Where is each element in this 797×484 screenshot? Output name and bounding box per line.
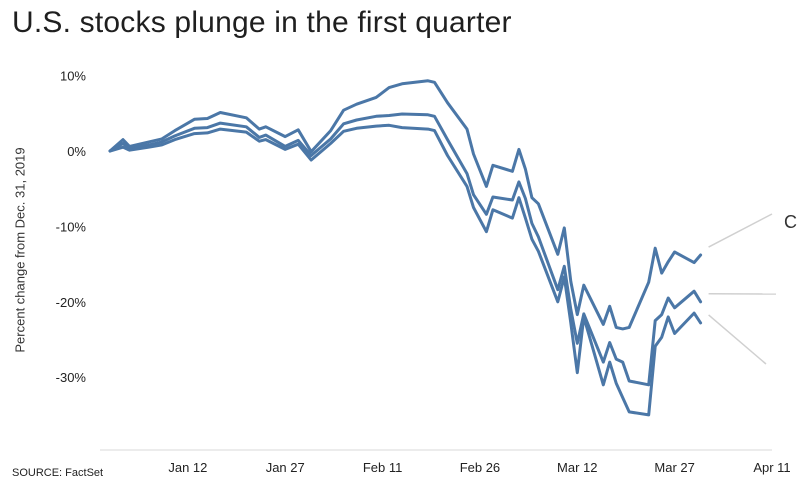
- series-line-3: [108, 123, 703, 417]
- leader-line: [708, 314, 767, 365]
- y-axis: 10% 0% -10% -20% -30%: [56, 69, 87, 386]
- x-axis: Jan 12 Jan 27 Feb 11 Feb 26 Mar 12 Mar 27 Apr …: [100, 449, 791, 475]
- y-tick-label: -20%: [56, 295, 87, 310]
- x-tick-label: Jan 12: [168, 460, 207, 475]
- series-lines: [108, 79, 703, 417]
- y-tick-label: -10%: [56, 219, 87, 234]
- series-label-partial: C: [784, 212, 797, 232]
- leader-line: [708, 213, 773, 248]
- leader-lines: C: [708, 212, 797, 365]
- y-tick-label: 10%: [60, 69, 86, 84]
- x-tick-label: Apr 11: [753, 460, 790, 475]
- source-note: SOURCE: FactSet: [12, 467, 104, 479]
- series-line-1: [108, 79, 703, 331]
- x-tick-label: Mar 12: [557, 460, 597, 475]
- y-tick-label: 0%: [67, 144, 86, 159]
- x-tick-label: Mar 27: [654, 460, 694, 475]
- y-tick-label: -30%: [56, 370, 87, 385]
- x-tick-label: Jan 27: [266, 460, 305, 475]
- x-tick-label: Feb 11: [363, 460, 403, 475]
- chart-title: U.S. stocks plunge in the first quarter: [12, 6, 512, 39]
- x-tick-label: Feb 26: [460, 460, 500, 475]
- series-line-2: [108, 112, 703, 387]
